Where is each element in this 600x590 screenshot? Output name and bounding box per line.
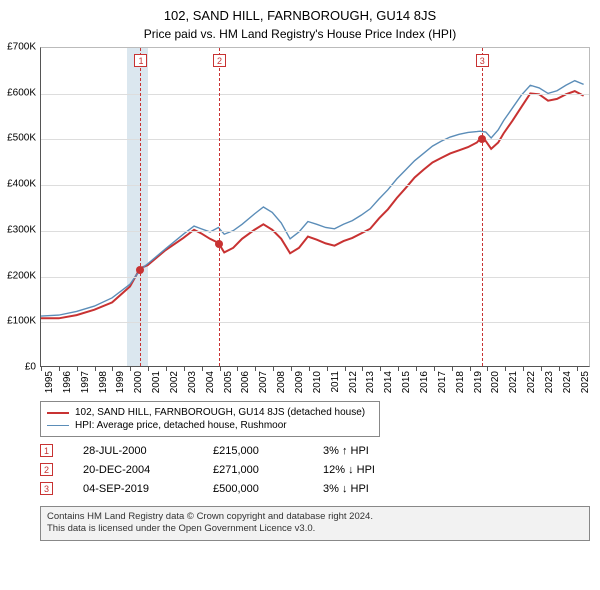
events-table: 1 28-JUL-2000£215,0003% ↑ HPI 2 20-DEC-2004… xyxy=(40,441,590,498)
x-tick-label: 2011 xyxy=(330,371,341,401)
event-price: £500,000 xyxy=(213,483,323,495)
event-date: 20-DEC-2004 xyxy=(83,464,213,476)
event-marker-1: 1 xyxy=(134,54,147,67)
x-tick-label: 2021 xyxy=(508,371,519,401)
y-tick-label: £300K xyxy=(0,224,36,235)
event-vline xyxy=(140,48,141,366)
x-tick-label: 2009 xyxy=(294,371,305,401)
y-tick-label: £200K xyxy=(0,270,36,281)
chart-svg xyxy=(41,48,589,366)
x-tick-label: 2022 xyxy=(526,371,537,401)
y-tick-label: £600K xyxy=(0,87,36,98)
event-row: 3 04-SEP-2019£500,0003% ↓ HPI xyxy=(40,479,590,498)
legend-item-hpi: HPI: Average price, detached house, Rush… xyxy=(47,419,373,432)
event-dot xyxy=(136,266,144,274)
x-tick-label: 2010 xyxy=(312,371,323,401)
x-tick-label: 2007 xyxy=(258,371,269,401)
event-delta: 3% ↑ HPI xyxy=(323,445,423,457)
legend-swatch xyxy=(47,412,69,414)
event-marker-3: 3 xyxy=(476,54,489,67)
x-tick-label: 2003 xyxy=(187,371,198,401)
x-tick-label: 2017 xyxy=(437,371,448,401)
x-tick-label: 2006 xyxy=(240,371,251,401)
event-dot xyxy=(478,135,486,143)
x-tick-label: 2013 xyxy=(365,371,376,401)
event-delta: 3% ↓ HPI xyxy=(323,483,423,495)
chart-subtitle: Price paid vs. HM Land Registry's House … xyxy=(0,23,600,47)
x-tick-label: 2019 xyxy=(473,371,484,401)
chart-area: 123 £0£100K£200K£300K£400K£500K£600K£700… xyxy=(0,47,600,397)
event-price: £271,000 xyxy=(213,464,323,476)
footer-line: This data is licensed under the Open Gov… xyxy=(47,523,583,535)
y-tick-label: £100K xyxy=(0,316,36,327)
x-tick-label: 2000 xyxy=(133,371,144,401)
event-date: 28-JUL-2000 xyxy=(83,445,213,457)
x-tick-label: 2018 xyxy=(455,371,466,401)
event-marker-box: 2 xyxy=(40,463,53,476)
series-price_paid xyxy=(41,91,584,318)
chart-container: 102, SAND HILL, FARNBOROUGH, GU14 8JS Pr… xyxy=(0,0,600,541)
event-date: 04-SEP-2019 xyxy=(83,483,213,495)
series-hpi xyxy=(41,81,584,316)
legend-box: 102, SAND HILL, FARNBOROUGH, GU14 8JS (d… xyxy=(40,401,380,437)
event-vline xyxy=(219,48,220,366)
event-row: 1 28-JUL-2000£215,0003% ↑ HPI xyxy=(40,441,590,460)
x-tick-label: 2005 xyxy=(223,371,234,401)
event-marker-box: 1 xyxy=(40,444,53,457)
event-price: £215,000 xyxy=(213,445,323,457)
x-tick-label: 2016 xyxy=(419,371,430,401)
event-marker-2: 2 xyxy=(213,54,226,67)
y-tick-label: £0 xyxy=(0,362,36,373)
x-tick-label: 2001 xyxy=(151,371,162,401)
x-tick-label: 2012 xyxy=(348,371,359,401)
x-tick-label: 2008 xyxy=(276,371,287,401)
x-tick-label: 2025 xyxy=(580,371,591,401)
y-tick-label: £500K xyxy=(0,133,36,144)
x-tick-label: 1997 xyxy=(80,371,91,401)
legend-swatch xyxy=(47,425,69,426)
x-tick-label: 1999 xyxy=(115,371,126,401)
x-tick-label: 2024 xyxy=(562,371,573,401)
legend-label: 102, SAND HILL, FARNBOROUGH, GU14 8JS (d… xyxy=(75,407,365,418)
event-dot xyxy=(215,240,223,248)
plot-region: 1 2 3 xyxy=(40,47,590,367)
x-tick-label: 1998 xyxy=(98,371,109,401)
chart-title: 102, SAND HILL, FARNBOROUGH, GU14 8JS xyxy=(0,0,600,23)
x-tick-label: 2020 xyxy=(490,371,501,401)
x-tick-label: 2002 xyxy=(169,371,180,401)
y-tick-label: £700K xyxy=(0,42,36,53)
x-tick-label: 2015 xyxy=(401,371,412,401)
legend-item-price_paid: 102, SAND HILL, FARNBOROUGH, GU14 8JS (d… xyxy=(47,406,373,419)
legend-label: HPI: Average price, detached house, Rush… xyxy=(75,420,287,431)
event-row: 2 20-DEC-2004£271,00012% ↓ HPI xyxy=(40,460,590,479)
x-tick-label: 1996 xyxy=(62,371,73,401)
y-tick-label: £400K xyxy=(0,179,36,190)
x-tick-label: 1995 xyxy=(44,371,55,401)
event-delta: 12% ↓ HPI xyxy=(323,464,423,476)
x-tick-label: 2014 xyxy=(383,371,394,401)
event-marker-box: 3 xyxy=(40,482,53,495)
event-vline xyxy=(482,48,483,366)
footer-line: Contains HM Land Registry data © Crown c… xyxy=(47,511,583,523)
x-tick-label: 2004 xyxy=(205,371,216,401)
x-tick-label: 2023 xyxy=(544,371,555,401)
footer-attribution: Contains HM Land Registry data © Crown c… xyxy=(40,506,590,541)
